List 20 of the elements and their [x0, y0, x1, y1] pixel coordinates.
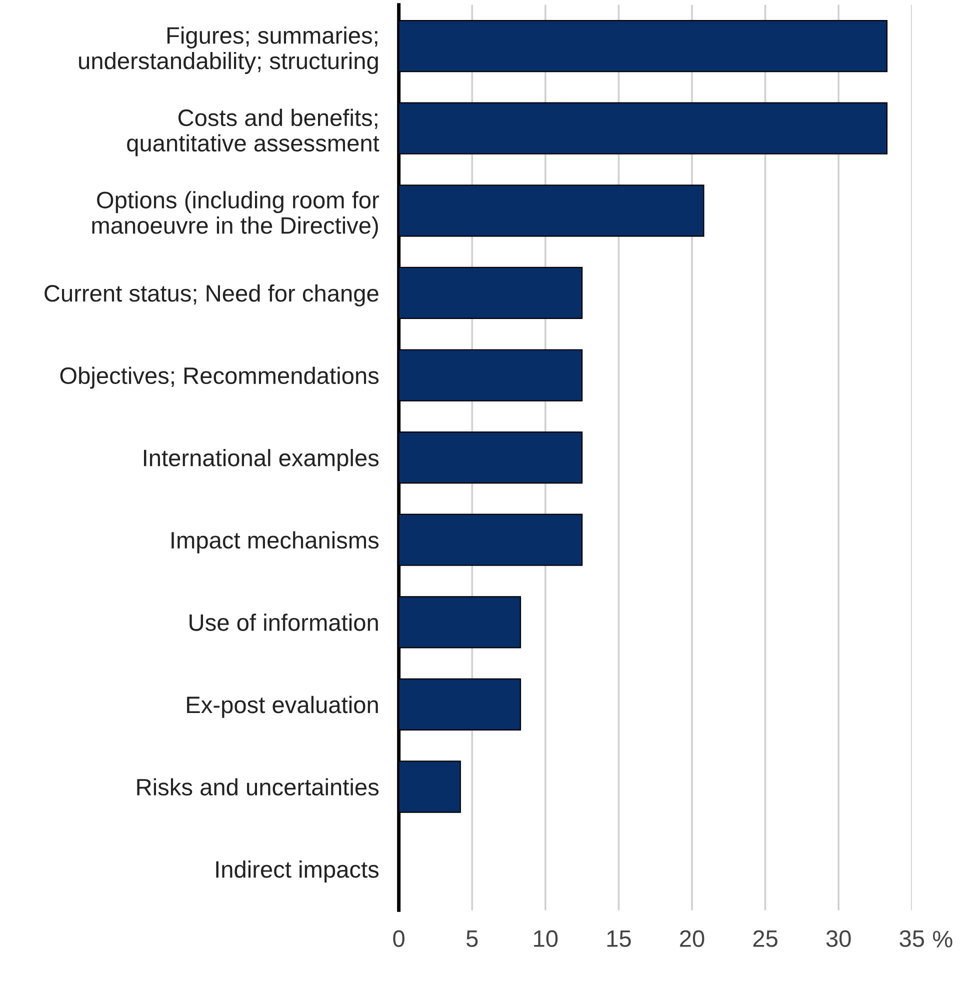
x-tick-label: 0 — [393, 930, 404, 947]
x-tick-label: 5 — [466, 930, 478, 947]
y-tick-label: Options (including room for manoeuvre in the Directive) — [92, 191, 379, 239]
y-tick-label: Risks and uncertainties — [137, 778, 379, 796]
x-tick-label: 10 — [534, 930, 558, 947]
y-tick-label: Ex-post evaluation — [187, 696, 378, 718]
y-tick-label: Current status; Need for change — [44, 284, 378, 306]
x-tick-label: 20 — [680, 930, 704, 947]
y-tick-label: Costs and benefits; quantitative assessment — [127, 108, 380, 156]
y-tick-label: Figures; summaries; understandability; structuring — [79, 26, 378, 74]
x-axis-title: % — [932, 930, 952, 948]
y-tick-label: Use of information — [190, 614, 378, 631]
x-tick-label: 30 — [826, 930, 851, 947]
y-tick-label: Indirect impacts — [216, 860, 379, 883]
x-tick-label: 35 — [900, 930, 924, 947]
x-tick-label: 25 — [753, 930, 778, 947]
y-tick-label: Impact mechanisms — [172, 531, 379, 554]
y-tick-label: International examples — [144, 449, 379, 472]
x-tick-label: 15 — [607, 930, 631, 947]
y-tick-label: Objectives; Recommendations — [60, 366, 379, 389]
